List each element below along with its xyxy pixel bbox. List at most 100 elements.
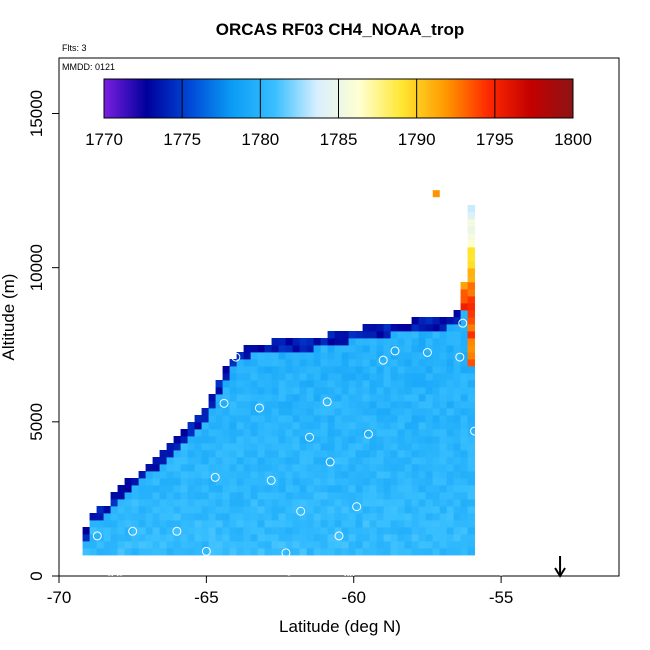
heatmap-cell	[404, 422, 412, 430]
heatmap-cell	[285, 345, 293, 353]
heatmap-cell	[243, 548, 251, 556]
heatmap-cell	[348, 352, 356, 360]
heatmap-cell	[292, 394, 300, 402]
flight-point-circle	[475, 500, 485, 510]
heatmap-cell	[187, 457, 195, 465]
heatmap-cell	[306, 394, 314, 402]
heatmap-cell	[117, 527, 125, 535]
heatmap-cell	[264, 352, 272, 360]
heatmap-cell	[446, 450, 454, 458]
heatmap-cell	[264, 422, 272, 430]
heatmap-cell	[341, 506, 349, 514]
heatmap-cell	[341, 450, 349, 458]
heatmap-cell	[320, 527, 328, 535]
heatmap-cell	[460, 394, 468, 402]
heatmap-cell	[362, 443, 370, 451]
heatmap-cell	[257, 366, 265, 374]
heatmap-cell	[138, 548, 146, 556]
colorbar-ticks: 1770 1775 1780 1785 1790 1795 1800	[85, 79, 592, 149]
heatmap-cell	[327, 422, 335, 430]
heatmap-cell	[383, 450, 391, 458]
heatmap-cell	[243, 345, 251, 353]
heatmap-cell	[320, 394, 328, 402]
heatmap-cell	[201, 450, 209, 458]
heatmap-cell	[327, 394, 335, 402]
heatmap-cell	[131, 492, 139, 500]
flight-point-circle	[163, 563, 173, 573]
heatmap-cell	[439, 534, 447, 542]
heatmap-cell	[278, 506, 286, 514]
heatmap-cell	[222, 506, 230, 514]
mmdd-note: MMDD: 0121	[62, 62, 115, 72]
heatmap-cell	[334, 485, 342, 493]
heatmap-cell	[439, 541, 447, 549]
heatmap-cell	[250, 471, 258, 479]
heatmap-cell	[299, 450, 307, 458]
heatmap-cell	[453, 548, 461, 556]
heatmap-cell	[285, 408, 293, 416]
heatmap-cell	[194, 492, 202, 500]
heatmap-cell	[264, 366, 272, 374]
heatmap-cell	[236, 520, 244, 528]
heatmap-cell	[327, 401, 335, 409]
heatmap-cell	[439, 401, 447, 409]
heatmap-cell	[397, 422, 405, 430]
heatmap-cell	[404, 520, 412, 528]
heatmap-cell	[285, 415, 293, 423]
heatmap-cell	[432, 499, 440, 507]
heatmap-cell	[341, 457, 349, 465]
y-axis-title: Altitude (m)	[0, 274, 18, 361]
heatmap-cell	[362, 422, 370, 430]
heatmap-cell	[243, 464, 251, 472]
heatmap-cell-isolated	[432, 190, 440, 198]
heatmap-cell	[397, 450, 405, 458]
heatmap-cell	[418, 471, 426, 479]
heatmap-cell	[264, 520, 272, 528]
heatmap-cell	[369, 499, 377, 507]
heatmap-cell	[334, 513, 342, 521]
heatmap-cell	[250, 485, 258, 493]
heatmap-cell	[138, 513, 146, 521]
heatmap-cell	[250, 541, 258, 549]
heatmap-cell	[425, 534, 433, 542]
heatmap-cell	[243, 485, 251, 493]
heatmap-cell	[453, 331, 461, 339]
heatmap-cell	[467, 485, 475, 493]
heatmap-cell	[257, 373, 265, 381]
heatmap-cell	[460, 457, 468, 465]
heatmap-cell	[194, 485, 202, 493]
heatmap-cell	[460, 429, 468, 437]
heatmap-cell	[446, 345, 454, 353]
heatmap-cell	[264, 429, 272, 437]
heatmap-cell	[292, 373, 300, 381]
heatmap-cell	[348, 394, 356, 402]
heatmap-cell	[278, 373, 286, 381]
heatmap-cell	[453, 429, 461, 437]
flight-point-circle	[378, 355, 388, 365]
heatmap-cell	[397, 513, 405, 521]
heatmap-cell	[432, 527, 440, 535]
heatmap-cell	[264, 499, 272, 507]
heatmap-cell	[425, 331, 433, 339]
heatmap-cell	[383, 359, 391, 367]
heatmap-cell	[453, 387, 461, 395]
heatmap-cell	[117, 492, 125, 500]
heatmap-cell	[313, 415, 321, 423]
heatmap-cell	[439, 345, 447, 353]
heatmap-cell	[411, 450, 419, 458]
heatmap-cell	[376, 457, 384, 465]
heatmap-cell	[278, 534, 286, 542]
heatmap-cell	[180, 527, 188, 535]
heatmap-cell	[418, 338, 426, 346]
heatmap-cell	[299, 492, 307, 500]
heatmap-cell	[215, 471, 223, 479]
heatmap-cell	[404, 548, 412, 556]
heatmap-cell	[439, 366, 447, 374]
heatmap-cell	[138, 492, 146, 500]
heatmap-cell	[376, 380, 384, 388]
heatmap-cell	[404, 499, 412, 507]
heatmap-cell	[257, 457, 265, 465]
heatmap-cell	[348, 373, 356, 381]
heatmap-cell	[390, 415, 398, 423]
heatmap-cell	[411, 331, 419, 339]
